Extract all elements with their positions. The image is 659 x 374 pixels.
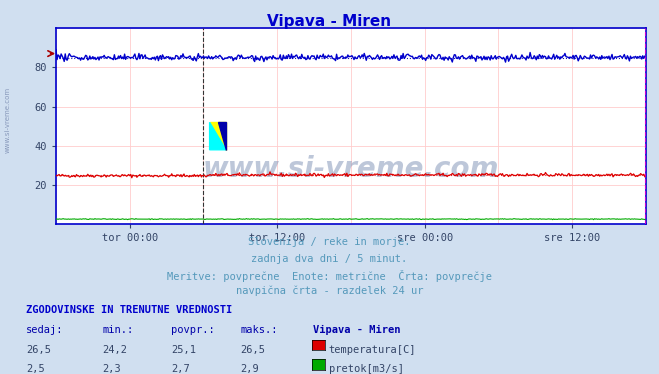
Text: 26,5: 26,5 [26, 345, 51, 355]
Text: www.si-vreme.com: www.si-vreme.com [5, 87, 11, 153]
Text: pretok[m3/s]: pretok[m3/s] [329, 364, 404, 374]
Text: povpr.:: povpr.: [171, 325, 215, 335]
Text: ZGODOVINSKE IN TRENUTNE VREDNOSTI: ZGODOVINSKE IN TRENUTNE VREDNOSTI [26, 305, 233, 315]
Text: Vipava - Miren: Vipava - Miren [313, 325, 401, 335]
Text: Slovenija / reke in morje.: Slovenija / reke in morje. [248, 237, 411, 248]
Text: 2,7: 2,7 [171, 364, 190, 374]
Text: 26,5: 26,5 [241, 345, 266, 355]
Text: zadnja dva dni / 5 minut.: zadnja dva dni / 5 minut. [251, 254, 408, 264]
Text: maks.:: maks.: [241, 325, 278, 335]
Polygon shape [218, 122, 226, 150]
Text: 24,2: 24,2 [102, 345, 127, 355]
Text: 2,9: 2,9 [241, 364, 259, 374]
Text: navpična črta - razdelek 24 ur: navpična črta - razdelek 24 ur [236, 286, 423, 296]
Text: Vipava - Miren: Vipava - Miren [268, 14, 391, 29]
Text: www.si-vreme.com: www.si-vreme.com [203, 156, 499, 183]
Text: 2,3: 2,3 [102, 364, 121, 374]
Polygon shape [210, 122, 226, 150]
Text: Meritve: povprečne  Enote: metrične  Črta: povprečje: Meritve: povprečne Enote: metrične Črta:… [167, 270, 492, 282]
Text: min.:: min.: [102, 325, 133, 335]
Text: 25,1: 25,1 [171, 345, 196, 355]
Text: sedaj:: sedaj: [26, 325, 64, 335]
Text: 2,5: 2,5 [26, 364, 45, 374]
Polygon shape [210, 122, 226, 150]
Text: temperatura[C]: temperatura[C] [329, 345, 416, 355]
